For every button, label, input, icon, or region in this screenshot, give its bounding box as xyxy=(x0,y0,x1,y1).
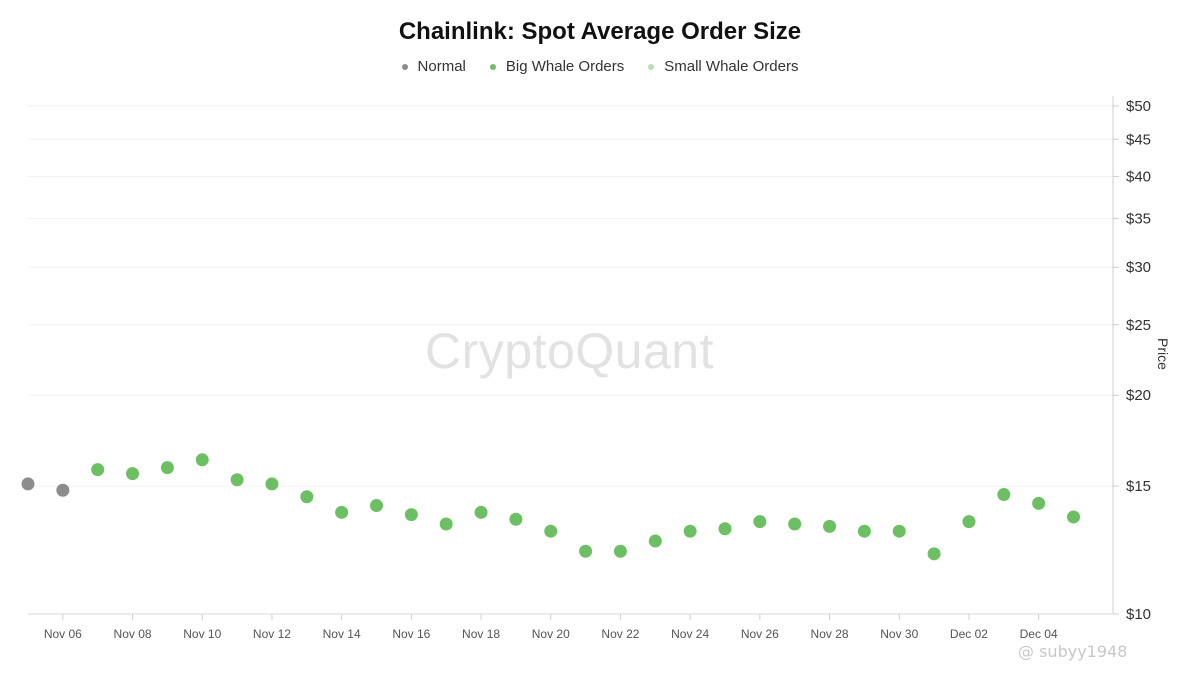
legend-marker-normal xyxy=(401,63,408,70)
data-point-29[interactable] xyxy=(1032,496,1046,510)
x-tick-label-10: Nov 26 xyxy=(741,627,779,641)
data-point-22[interactable] xyxy=(788,517,802,531)
data-point-2[interactable] xyxy=(91,463,105,477)
data-point-9[interactable] xyxy=(335,505,349,519)
data-point-28[interactable] xyxy=(997,488,1011,502)
x-tick-label-9: Nov 24 xyxy=(671,627,709,641)
data-point-27[interactable] xyxy=(962,515,976,529)
data-point-0[interactable] xyxy=(21,477,35,491)
data-point-7[interactable] xyxy=(265,477,279,491)
chart-title: Chainlink: Spot Average Order Size xyxy=(398,18,802,45)
data-point-14[interactable] xyxy=(509,512,523,526)
data-point-18[interactable] xyxy=(648,534,662,548)
data-point-16[interactable] xyxy=(579,544,593,558)
x-tick-label-6: Nov 18 xyxy=(462,627,500,641)
legend-label-normal: Normal xyxy=(417,58,466,75)
data-point-12[interactable] xyxy=(439,517,453,531)
x-tick-label-7: Nov 20 xyxy=(532,627,570,641)
legend-item-big-whale[interactable]: Big Whale Orders xyxy=(489,58,625,75)
y-axis-title: Price xyxy=(1155,338,1171,370)
data-point-15[interactable] xyxy=(544,524,558,538)
y-tick-label-4: $30 xyxy=(1126,259,1151,276)
y-tick-label-2: $20 xyxy=(1126,387,1151,404)
x-tick-label-3: Nov 12 xyxy=(253,627,291,641)
x-tick-label-2: Nov 10 xyxy=(183,627,221,641)
footer-watermark: @ subyy1948 xyxy=(1018,642,1128,661)
data-point-17[interactable] xyxy=(613,544,627,558)
data-point-5[interactable] xyxy=(195,453,209,467)
y-tick-label-3: $25 xyxy=(1126,317,1151,334)
y-tick-label-6: $40 xyxy=(1126,168,1151,185)
watermark-logo: CryptoQuant xyxy=(425,323,714,379)
y-tick-label-7: $45 xyxy=(1126,131,1151,148)
data-point-1[interactable] xyxy=(56,483,70,497)
legend-item-normal[interactable]: Normal xyxy=(401,58,466,75)
data-point-30[interactable] xyxy=(1067,510,1080,524)
x-tick-label-13: Dec 02 xyxy=(950,627,988,641)
x-tick-label-14: Dec 04 xyxy=(1020,627,1058,641)
data-point-23[interactable] xyxy=(823,519,837,533)
y-tick-label-5: $35 xyxy=(1126,211,1151,228)
x-tick-label-5: Nov 16 xyxy=(392,627,430,641)
legend-marker-big-whale xyxy=(489,63,496,70)
legend-item-small-whale[interactable]: Small Whale Orders xyxy=(648,58,798,75)
data-point-6[interactable] xyxy=(230,473,244,487)
data-point-13[interactable] xyxy=(474,505,488,519)
data-point-24[interactable] xyxy=(857,524,871,538)
x-tick-label-11: Nov 28 xyxy=(811,627,849,641)
data-point-19[interactable] xyxy=(683,524,697,538)
legend: Normal Big Whale Orders Small Whale Orde… xyxy=(0,58,1200,75)
y-tick-label-0: $10 xyxy=(1126,606,1151,623)
data-point-25[interactable] xyxy=(892,524,906,538)
x-tick-label-12: Nov 30 xyxy=(880,627,918,641)
data-point-8[interactable] xyxy=(300,490,314,504)
axis-layer: $10 $15 $20 $25 $30 $35 $40 $45 $50 Price Nov 06 No… xyxy=(28,96,1171,641)
data-point-10[interactable] xyxy=(370,499,383,513)
data-point-11[interactable] xyxy=(404,508,418,522)
x-tick-label-4: Nov 14 xyxy=(323,627,361,641)
x-tick-label-1: Nov 08 xyxy=(114,627,152,641)
legend-label-small-whale: Small Whale Orders xyxy=(664,58,799,75)
legend-label-big-whale: Big Whale Orders xyxy=(505,58,625,75)
data-point-21[interactable] xyxy=(753,515,767,529)
y-tick-label-8: $50 xyxy=(1126,98,1151,115)
x-tick-label-8: Nov 22 xyxy=(601,627,639,641)
legend-marker-small-whale xyxy=(648,63,655,70)
x-tick-label-0: Nov 06 xyxy=(44,627,82,641)
y-tick-label-1: $15 xyxy=(1126,478,1151,495)
grid-layer xyxy=(28,105,1113,615)
data-point-26[interactable] xyxy=(927,547,941,561)
data-point-3[interactable] xyxy=(126,467,140,481)
data-point-20[interactable] xyxy=(718,522,732,536)
data-point-4[interactable] xyxy=(160,461,174,475)
points-layer xyxy=(21,453,1080,561)
